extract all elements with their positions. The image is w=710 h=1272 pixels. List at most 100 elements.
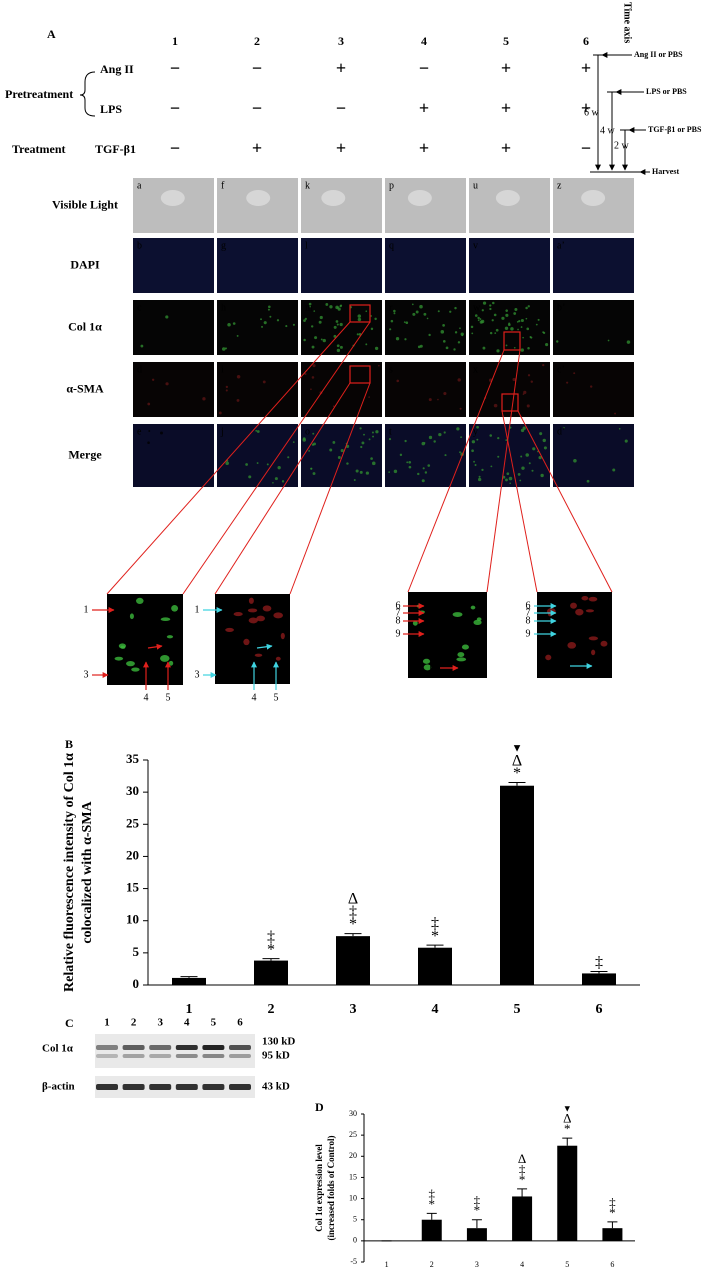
- band: [96, 1084, 118, 1090]
- cell-dot: [336, 323, 339, 326]
- cell-dot: [339, 345, 343, 349]
- cell-dot: [267, 308, 270, 311]
- inset-cell: [456, 657, 467, 662]
- cell-dot: [151, 378, 155, 381]
- cell-dot: [336, 348, 341, 353]
- inset-label: 2: [250, 642, 255, 653]
- x-tick-label: 3: [350, 1002, 357, 1017]
- row-label: Visible Light: [52, 197, 118, 211]
- y-tick-label: 30: [349, 1109, 357, 1118]
- cell-dot: [268, 305, 271, 309]
- cell-dot: [404, 439, 407, 443]
- cell-dot: [529, 335, 532, 338]
- inset-cell: [422, 658, 431, 664]
- bar: [466, 1228, 487, 1241]
- cell-dot: [459, 407, 462, 410]
- inset-cell: [600, 640, 608, 647]
- cell-dot: [489, 304, 492, 307]
- inset-cell: [126, 661, 135, 667]
- micrograph: [469, 362, 550, 417]
- lane-number: 2: [131, 1017, 137, 1029]
- cell-dot: [520, 318, 524, 323]
- cell-dot: [438, 432, 442, 437]
- cell-dot: [390, 319, 394, 323]
- cell-dot: [607, 339, 610, 342]
- cell-dot: [470, 325, 474, 329]
- tissue: [321, 190, 346, 206]
- panel-letter: s: [389, 364, 393, 375]
- cell-dot: [453, 348, 456, 351]
- cell-dot: [573, 458, 577, 463]
- error-bar: [508, 782, 526, 786]
- cell-dot: [510, 327, 514, 331]
- band: [202, 1084, 225, 1090]
- panel-letter: o: [305, 426, 310, 437]
- cell-dot: [481, 468, 484, 471]
- cell-dot: [395, 337, 400, 341]
- significance-mark: *: [513, 765, 521, 782]
- inset-cell: [545, 654, 552, 661]
- panel-letter: d: [137, 364, 142, 375]
- y-tick-label: 5: [133, 944, 140, 959]
- band: [202, 1045, 225, 1050]
- cell-dot: [445, 346, 449, 350]
- cell-dot: [256, 430, 260, 433]
- cell-dot: [517, 328, 519, 331]
- zoom-box: [349, 365, 371, 384]
- micrograph: [385, 238, 466, 293]
- panel-letter: i: [221, 364, 224, 375]
- micrograph: [301, 300, 382, 355]
- y-tick-label: -5: [350, 1257, 357, 1266]
- cell-dot: [428, 333, 431, 337]
- error-bar: [562, 1137, 573, 1146]
- cell-dot: [374, 317, 377, 321]
- cell-dot: [459, 327, 461, 330]
- micrograph: [469, 300, 550, 355]
- cell-dot: [370, 315, 373, 317]
- cell-dot: [232, 322, 236, 325]
- time-axis-lines: [590, 52, 650, 175]
- cell-dot: [378, 364, 380, 367]
- cell-dot: [476, 438, 479, 441]
- inset-cell: [120, 645, 126, 649]
- y-tick-label: 20: [349, 1151, 357, 1160]
- inset: [215, 594, 290, 684]
- cell-dot: [411, 303, 414, 306]
- cell-dot: [478, 475, 481, 478]
- cell-dot: [272, 481, 274, 484]
- sign: −: [419, 58, 429, 78]
- cell-dot: [332, 405, 335, 408]
- cell-dot: [281, 480, 285, 483]
- x-tick-label: 4: [520, 1260, 524, 1269]
- micrograph: [217, 300, 298, 355]
- cell-dot: [532, 447, 536, 451]
- cell-dot: [481, 309, 484, 312]
- cell-dot: [535, 323, 538, 326]
- inset-label: 9: [396, 628, 401, 639]
- y-tick-label: 25: [349, 1130, 357, 1139]
- lane-number: 1: [104, 1017, 110, 1029]
- lane-number: 6: [237, 1017, 243, 1029]
- inset-cell: [171, 604, 179, 612]
- cell-dot: [419, 304, 423, 309]
- significance-mark: ‡: [474, 1192, 481, 1207]
- cell-dot: [573, 372, 576, 375]
- sign: +: [501, 58, 511, 78]
- inset-label: 9: [526, 628, 531, 639]
- cell-dot: [310, 467, 313, 470]
- inset-cell: [160, 617, 171, 622]
- micrograph: [469, 424, 550, 487]
- blot-strip: [95, 1034, 255, 1068]
- cell-dot: [371, 431, 374, 434]
- cell-dot: [408, 465, 412, 469]
- cell-dot: [556, 340, 559, 343]
- micrograph: [553, 300, 634, 355]
- cell-dot: [526, 327, 530, 331]
- cell-dot: [370, 457, 373, 460]
- inset-cell: [457, 652, 465, 658]
- cell-dot: [165, 315, 169, 319]
- cell-dot: [527, 347, 530, 350]
- cell-dot: [357, 317, 362, 322]
- cell-dot: [538, 455, 542, 460]
